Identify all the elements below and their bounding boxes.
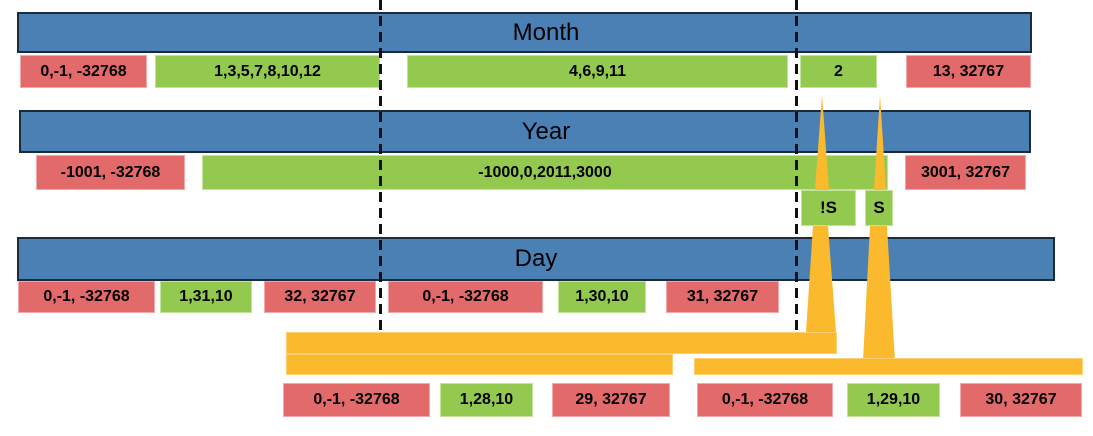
day31-partition-invalid-low: 0,-1, -32768: [18, 281, 155, 313]
month-partition-30-day-months: 4,6,9,11: [407, 55, 788, 88]
month-bar: [17, 12, 1032, 53]
feb29-partition-invalid-high: 30, 32767: [960, 383, 1082, 417]
month-partition-31-day-months: 1,3,5,7,8,10,12: [155, 55, 380, 88]
feb28-partition-invalid-low: 0,-1, -32768: [283, 383, 430, 417]
day30-partition-valid: 1,30,10: [558, 281, 646, 313]
year-partition-valid: -1000,0,2011,3000: [202, 155, 888, 190]
feb29-partition-valid: 1,29,10: [847, 383, 940, 417]
feb29-partition-invalid-low: 0,-1, -32768: [697, 383, 833, 417]
dashed-divider-right: [795, 0, 798, 331]
month-partition-february: 2: [800, 55, 877, 88]
leap-flag-leap: S: [865, 190, 893, 226]
flow-bar-feb-nonleap-lower: [286, 354, 673, 375]
month-partition-invalid-high: 13, 32767: [906, 55, 1031, 88]
month-partition-invalid-low: 0,-1, -32768: [20, 55, 147, 88]
leap-flag-not-leap: !S: [801, 190, 856, 226]
feb28-partition-valid: 1,28,10: [440, 383, 533, 417]
month-bar-title: Month: [512, 19, 580, 46]
flow-bar-feb-nonleap-upper: [286, 332, 837, 354]
year-bar: [19, 110, 1031, 153]
day30-partition-invalid-low: 0,-1, -32768: [388, 281, 543, 313]
day31-partition-invalid-high: 32, 32767: [264, 281, 376, 313]
day31-partition-valid: 1,31,10: [160, 281, 252, 313]
feb28-partition-invalid-high: 29, 32767: [552, 383, 670, 417]
day-bar-title: Day: [514, 245, 558, 272]
year-partition-invalid-low: -1001, -32768: [36, 155, 185, 190]
flow-bar-feb-leap: [694, 358, 1083, 375]
year-partition-invalid-high: 3001, 32767: [905, 155, 1026, 190]
dashed-divider-left: [379, 0, 382, 331]
day30-partition-invalid-high: 31, 32767: [666, 281, 779, 313]
year-bar-title: Year: [521, 118, 571, 145]
